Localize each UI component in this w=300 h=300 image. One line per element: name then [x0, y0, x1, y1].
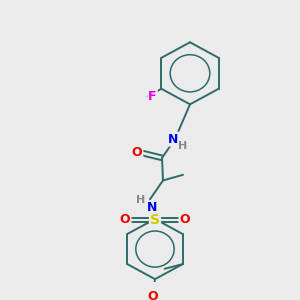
Text: O: O [180, 213, 190, 226]
Text: S: S [150, 213, 160, 227]
Text: O: O [120, 213, 130, 226]
Text: N: N [168, 133, 178, 146]
Text: H: H [136, 195, 146, 205]
Text: H: H [178, 141, 188, 151]
Text: F: F [148, 90, 157, 103]
Text: O: O [148, 290, 158, 300]
Text: O: O [132, 146, 142, 159]
Text: N: N [147, 201, 157, 214]
